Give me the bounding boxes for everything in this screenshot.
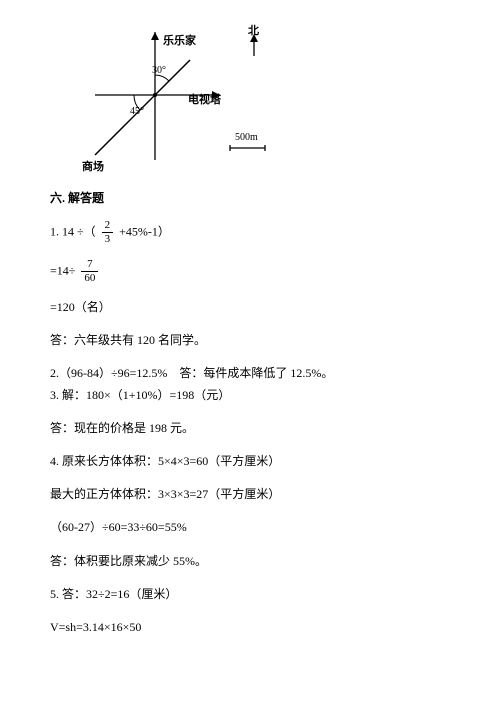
diagram-svg: 30° 45° 乐乐家 电视塔 商场 北 500m bbox=[60, 20, 280, 175]
q3-answer: 答：现在的价格是 198 元。 bbox=[50, 419, 450, 438]
q1-answer: 答：六年级共有 120 名同学。 bbox=[50, 331, 450, 350]
q4-line-b: 最大的正方体体积：3×3×3=27（平方厘米） bbox=[50, 485, 450, 504]
scale-label: 500m bbox=[235, 132, 258, 143]
north-label: 北 bbox=[248, 23, 259, 37]
q1-line3: =120（名） bbox=[50, 298, 450, 317]
label-tv: 电视塔 bbox=[188, 92, 222, 106]
q5-line-a: 5. 答：32÷2=16（厘米） bbox=[50, 585, 450, 604]
q2-line: 2.（96-84）÷96=12.5% 答：每件成本降低了 12.5%。 bbox=[50, 364, 450, 383]
section-heading: 六. 解答题 bbox=[50, 189, 450, 206]
angle-30-label: 30° bbox=[152, 65, 166, 76]
q1-l2-pre: =14÷ bbox=[50, 263, 75, 277]
q4-line-a: 4. 原来长方体体积：5×4×3=60（平方厘米） bbox=[50, 452, 450, 471]
q1-line1: 1. 14 ÷（ 2 3 +45%-1） bbox=[50, 220, 450, 245]
q4-line-c: （60-27）÷60=33÷60=55% bbox=[50, 518, 450, 537]
angle-45-label: 45° bbox=[130, 106, 144, 117]
direction-diagram: 30° 45° 乐乐家 电视塔 商场 北 500m bbox=[60, 20, 280, 175]
q3-line-a: 3. 解：180×（1+10%）=198（元） bbox=[50, 386, 450, 405]
frac-7-60: 7 60 bbox=[81, 259, 98, 284]
label-lele: 乐乐家 bbox=[163, 33, 197, 47]
frac-2-3: 2 3 bbox=[102, 220, 114, 245]
label-shop: 商场 bbox=[82, 159, 104, 173]
q4-answer: 答：体积要比原来减少 55%。 bbox=[50, 552, 450, 571]
q1-l1-post: +45%-1） bbox=[119, 224, 170, 238]
q1-line2: =14÷ 7 60 bbox=[50, 259, 450, 284]
q1-l1-pre: 1. 14 ÷（ bbox=[50, 224, 96, 238]
q5-line-b: V=sh=3.14×16×50 bbox=[50, 618, 450, 637]
